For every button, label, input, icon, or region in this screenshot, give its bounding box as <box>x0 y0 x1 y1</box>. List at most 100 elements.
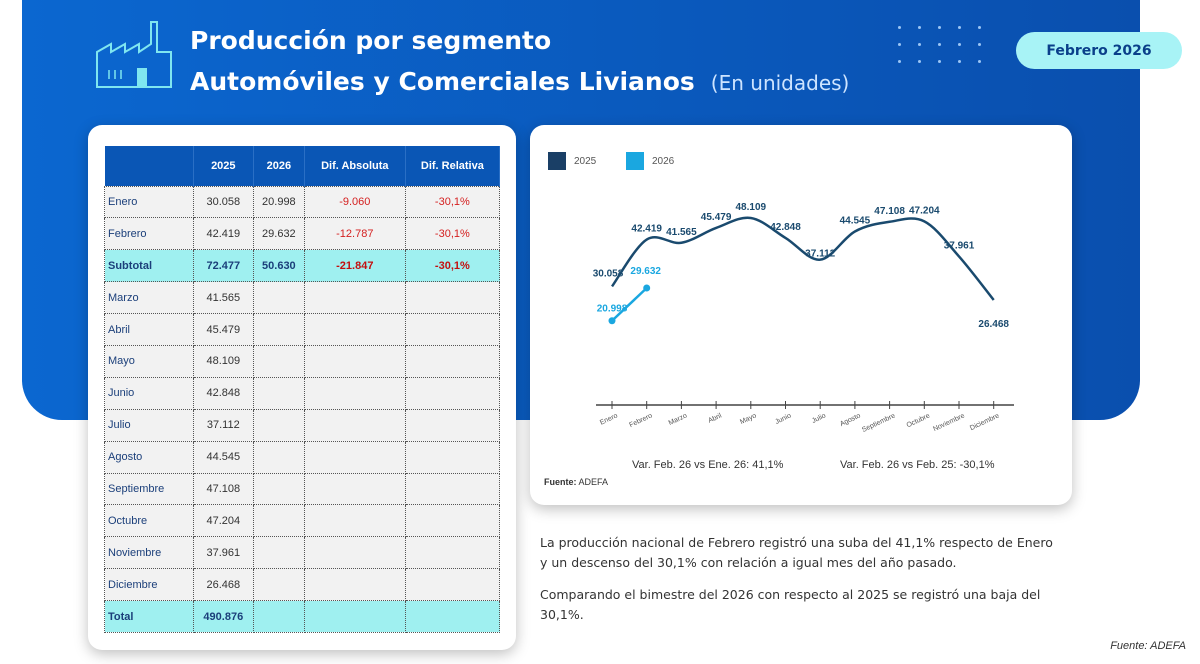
table-cell: Mayo <box>104 344 194 378</box>
table-cell <box>252 408 305 442</box>
x-tick-label: Septiembre <box>861 412 896 434</box>
summary-paragraph-1: La producción nacional de Febrero regist… <box>540 535 1053 570</box>
data-label: 42.848 <box>770 222 801 233</box>
table-cell: Diciembre <box>104 568 194 602</box>
table-cell <box>404 504 501 538</box>
x-tick-label: Octubre <box>906 412 932 429</box>
table-cell: 37.112 <box>192 408 254 442</box>
table-cell: 42.848 <box>192 376 254 410</box>
legend-2026: 2026 <box>626 152 674 170</box>
table-cell <box>404 313 501 346</box>
table-cell: Abril <box>104 313 194 346</box>
table-cell <box>303 568 406 602</box>
table-row: Octubre 47.204 <box>104 504 501 538</box>
table-cell <box>303 344 406 378</box>
table-cell: -30,1% <box>404 249 501 283</box>
table-cell <box>303 313 406 346</box>
table-row: Subtotal 72.477 50.630 -21.847 -30,1% <box>104 249 501 283</box>
table-row: Noviembre 37.961 <box>104 536 501 570</box>
series-line-2025 <box>610 216 995 301</box>
variation-monthly: Var. Feb. 26 vs Ene. 26: 41,1% <box>632 459 784 471</box>
table-cell <box>303 504 406 538</box>
table-cell: Enero <box>104 185 194 219</box>
data-label: 42.419 <box>631 224 662 235</box>
production-table: 2025 2026 Dif. Absoluta Dif. Relativa Enero 3… <box>104 146 501 633</box>
table-cell <box>252 568 305 602</box>
table-cell: -12.787 <box>303 217 406 251</box>
line-chart: Enero Febrero Marzo Abril Mayo Junio Julio Agos… <box>593 202 1014 434</box>
table-cell <box>404 344 501 378</box>
table-cell: Septiembre <box>104 472 194 506</box>
legend-label: 2025 <box>574 155 597 167</box>
table-cell: Julio <box>104 408 194 442</box>
chart-card: 2025 2026 Enero Febrero Marzo Abril Mayo Juni… <box>530 125 1072 505</box>
table-cell: 29.632 <box>252 217 305 251</box>
table-row: Febrero 42.419 29.632 -12.787 -30,1% <box>104 217 501 251</box>
table-cell <box>303 376 406 410</box>
table-cell: Agosto <box>104 440 194 474</box>
period-badge: Febrero 2026 <box>1016 32 1182 69</box>
table-cell: 45.479 <box>192 313 254 346</box>
table-cell <box>404 440 501 474</box>
table-cell: 26.468 <box>192 568 254 602</box>
series-line-2026 <box>611 287 648 322</box>
table-cell: Noviembre <box>104 536 194 570</box>
table-cell: 48.109 <box>192 344 254 378</box>
table-row: Total 490.876 <box>104 600 501 633</box>
table-cell <box>303 281 406 315</box>
table-cell: 44.545 <box>192 440 254 474</box>
x-tick-label: Agosto <box>839 412 862 428</box>
data-label: 47.108 <box>874 206 905 217</box>
x-tick-label: Noviembre <box>932 412 966 433</box>
legend-swatch-2026 <box>626 152 644 170</box>
table-cell <box>303 536 406 570</box>
legend-2025: 2025 <box>548 152 596 170</box>
table-cell: Junio <box>104 376 194 410</box>
table-cell <box>303 600 406 633</box>
data-label: 30.058 <box>593 268 624 279</box>
table-card: 2025 2026 Dif. Absoluta Dif. Relativa Enero 3… <box>88 125 516 650</box>
data-label: 37.112 <box>805 249 835 260</box>
x-tick-label: Junio <box>774 412 792 425</box>
table-cell: -30,1% <box>404 217 501 251</box>
table-cell <box>404 472 501 506</box>
data-label: 26.468 <box>978 319 1009 330</box>
data-label: 45.479 <box>701 212 732 223</box>
table-cell <box>303 408 406 442</box>
data-label: 20.998 <box>597 304 628 315</box>
table-row: Enero 30.058 20.998 -9.060 -30,1% <box>104 185 501 219</box>
column-header: Dif. Absoluta <box>304 146 406 186</box>
source-label: Fuente: <box>544 477 577 487</box>
table-cell: 47.204 <box>192 504 254 538</box>
table-cell: Subtotal <box>104 249 194 283</box>
table-cell: 490.876 <box>192 600 254 633</box>
table-cell <box>404 376 501 410</box>
table-row: Mayo 48.109 <box>104 344 501 378</box>
title-line-2: Automóviles y Comerciales Livianos <box>190 67 695 96</box>
table-cell <box>404 600 501 633</box>
data-label: 41.565 <box>666 227 697 238</box>
data-label: 37.961 <box>944 240 975 251</box>
table-cell: 50.630 <box>252 249 305 283</box>
x-tick-label: Diciembre <box>969 412 1001 432</box>
table-cell <box>252 376 305 410</box>
data-label: 44.545 <box>840 215 871 226</box>
table-row: Julio 37.112 <box>104 408 501 442</box>
data-label: 47.204 <box>909 205 940 216</box>
table-cell: 30.058 <box>192 185 254 219</box>
table-cell: 41.565 <box>192 281 254 315</box>
table-row: Marzo 41.565 <box>104 281 501 315</box>
table-cell <box>252 344 305 378</box>
table-cell <box>252 281 305 315</box>
table-row: Diciembre 26.468 <box>104 568 501 602</box>
data-point <box>643 284 651 292</box>
summary-paragraph-2: Comparando el bimestre del 2026 con resp… <box>540 587 1041 622</box>
table-cell: 72.477 <box>192 249 254 283</box>
table-cell <box>404 536 501 570</box>
column-header <box>104 146 194 186</box>
column-header: Dif. Relativa <box>405 146 501 186</box>
table-cell <box>404 281 501 315</box>
table-cell: Total <box>104 600 194 633</box>
table-cell <box>252 600 305 633</box>
table-cell <box>252 472 305 506</box>
